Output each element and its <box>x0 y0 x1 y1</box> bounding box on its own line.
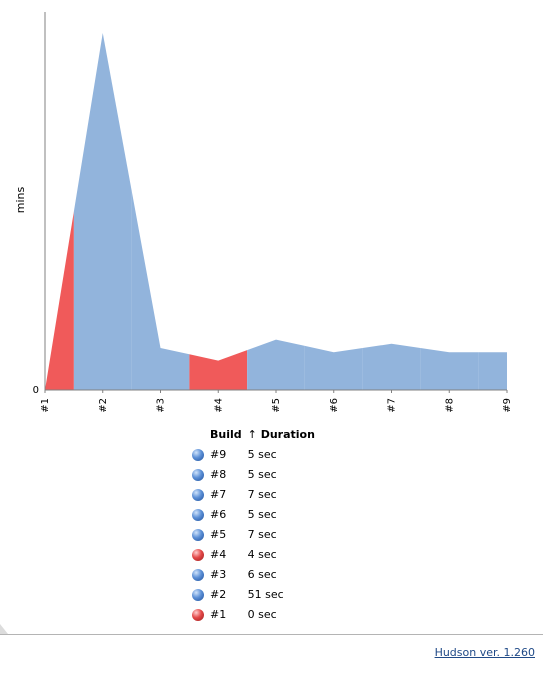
build-number-link[interactable]: #6 <box>210 507 227 521</box>
x-tick-label: #3 <box>156 398 167 413</box>
status-cell <box>190 564 208 584</box>
build-number-link[interactable]: #4 <box>210 547 227 561</box>
duration-cell: 5 sec <box>247 447 277 461</box>
status-cell <box>190 444 208 464</box>
status-cell <box>190 484 208 504</box>
build-history-table: Build ↑ Duration #9 5 sec #8 5 sec #7 7 sec #6… <box>190 426 319 624</box>
status-ball-icon <box>192 508 204 521</box>
status-cell <box>190 464 208 484</box>
area-segment-build-6 <box>304 345 363 390</box>
x-tick-label: #1 <box>40 398 51 413</box>
build-number-link[interactable]: #8 <box>210 467 227 481</box>
corner-decoration <box>0 624 8 634</box>
footer-divider <box>0 634 543 635</box>
duration-cell: 7 sec <box>247 527 277 541</box>
area-segment-build-1 <box>45 211 74 390</box>
duration-cell: 4 sec <box>247 547 277 561</box>
x-tick-label: #7 <box>387 398 398 413</box>
x-tick-label: #2 <box>98 398 109 413</box>
status-cell <box>190 544 208 564</box>
status-ball-icon <box>192 548 204 561</box>
build-number-link[interactable]: #3 <box>210 567 227 581</box>
duration-column-header[interactable]: ↑ Duration <box>247 427 315 441</box>
x-tick-label: #5 <box>271 398 282 413</box>
status-ball-icon <box>192 528 204 541</box>
status-ball-icon <box>192 568 204 581</box>
duration-cell: 0 sec <box>247 607 277 621</box>
table-header-row: Build ↑ Duration <box>190 426 319 444</box>
status-ball-icon <box>192 468 204 481</box>
duration-cell: 6 sec <box>247 567 277 581</box>
x-tick-label: #9 <box>502 398 513 413</box>
duration-cell: 7 sec <box>247 487 277 501</box>
status-ball-icon <box>192 488 204 501</box>
table-row: #1 0 sec <box>190 604 319 624</box>
status-cell <box>190 524 208 544</box>
x-tick-label: #4 <box>213 398 224 413</box>
area-segment-build-5 <box>247 339 305 390</box>
table-row: #2 51 sec <box>190 584 319 604</box>
area-segment-build-8 <box>420 348 479 390</box>
chart-ticks: #1 #2 #3 #4 #5 #6 #7 #8 #9 0 <box>33 385 513 413</box>
table-row: #5 7 sec <box>190 524 319 544</box>
build-number-link[interactable]: #7 <box>210 487 227 501</box>
status-ball-icon <box>192 588 204 601</box>
build-number-link[interactable]: #9 <box>210 447 227 461</box>
area-segment-build-4 <box>189 350 248 390</box>
status-column-header <box>190 426 208 444</box>
duration-cell: 5 sec <box>247 467 277 481</box>
area-segment-build-2 <box>73 33 132 390</box>
table-row: #4 4 sec <box>190 544 319 564</box>
status-cell <box>190 584 208 604</box>
duration-cell: 51 sec <box>247 587 284 601</box>
build-duration-chart: #1 #2 #3 #4 #5 #6 #7 #8 #9 0 mins <box>14 12 513 413</box>
table-row: #8 5 sec <box>190 464 319 484</box>
duration-cell: 5 sec <box>247 507 277 521</box>
x-tick-label: #8 <box>444 398 455 413</box>
table-row: #6 5 sec <box>190 504 319 524</box>
x-tick-label: #6 <box>329 398 340 413</box>
area-segment-build-9 <box>478 352 507 390</box>
sort-arrow-icon[interactable]: ↑ <box>247 427 257 441</box>
status-cell <box>190 504 208 524</box>
version-link[interactable]: Hudson ver. 1.260 <box>434 646 535 659</box>
build-number-link[interactable]: #5 <box>210 527 227 541</box>
build-number-link[interactable]: #1 <box>210 607 227 621</box>
y-axis-title: mins <box>14 186 27 213</box>
table-row: #3 6 sec <box>190 564 319 584</box>
y-tick-label: 0 <box>33 385 39 396</box>
area-segment-build-3 <box>131 190 190 390</box>
build-column-header[interactable]: Build <box>210 427 242 441</box>
table-row: #7 7 sec <box>190 484 319 504</box>
status-ball-icon <box>192 448 204 461</box>
build-number-link[interactable]: #2 <box>210 587 227 601</box>
table-row: #9 5 sec <box>190 444 319 464</box>
chart-areas <box>45 33 507 390</box>
status-cell <box>190 604 208 624</box>
status-ball-icon <box>192 608 204 621</box>
area-segment-build-7 <box>362 343 421 390</box>
